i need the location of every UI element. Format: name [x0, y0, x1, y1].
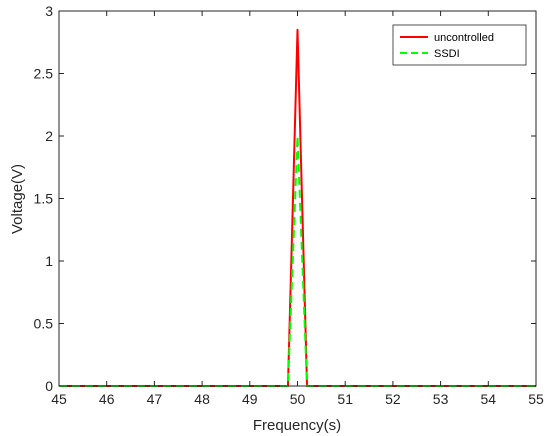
- y-axis: 0 0.5 1 1.5 2 2.5 3: [34, 3, 536, 394]
- legend-label-2: SSDI: [434, 48, 460, 60]
- x-tick-label: 52: [385, 391, 401, 407]
- x-tick-label: 50: [290, 391, 306, 407]
- y-tick-label: 0.5: [34, 316, 54, 332]
- legend-label-1: uncontrolled: [434, 32, 494, 44]
- x-tick-label: 49: [242, 391, 258, 407]
- x-axis-title: Frequency(s): [253, 417, 341, 434]
- x-tick-label: 45: [51, 391, 67, 407]
- y-tick-label: 1: [45, 253, 53, 269]
- x-axis: 45 46 47 48 49 50 51 52 53 54 55: [51, 11, 544, 407]
- y-tick-label: 2.5: [34, 66, 54, 82]
- x-tick-label: 51: [337, 391, 353, 407]
- y-axis-title: Voltage(V): [9, 164, 26, 234]
- legend: uncontrolled SSDI: [392, 24, 527, 66]
- x-tick-label: 53: [433, 391, 449, 407]
- x-tick-label: 47: [147, 391, 163, 407]
- y-tick-label: 1.5: [34, 191, 54, 207]
- legend-box: [392, 24, 527, 66]
- x-tick-label: 54: [481, 391, 497, 407]
- plot-area: [59, 11, 536, 386]
- y-tick-label: 2: [45, 128, 53, 144]
- x-tick-label: 48: [194, 391, 210, 407]
- y-tick-label: 3: [45, 3, 53, 19]
- y-tick-label: 0: [45, 378, 53, 394]
- x-tick-label: 46: [99, 391, 115, 407]
- x-tick-label: 55: [528, 391, 544, 407]
